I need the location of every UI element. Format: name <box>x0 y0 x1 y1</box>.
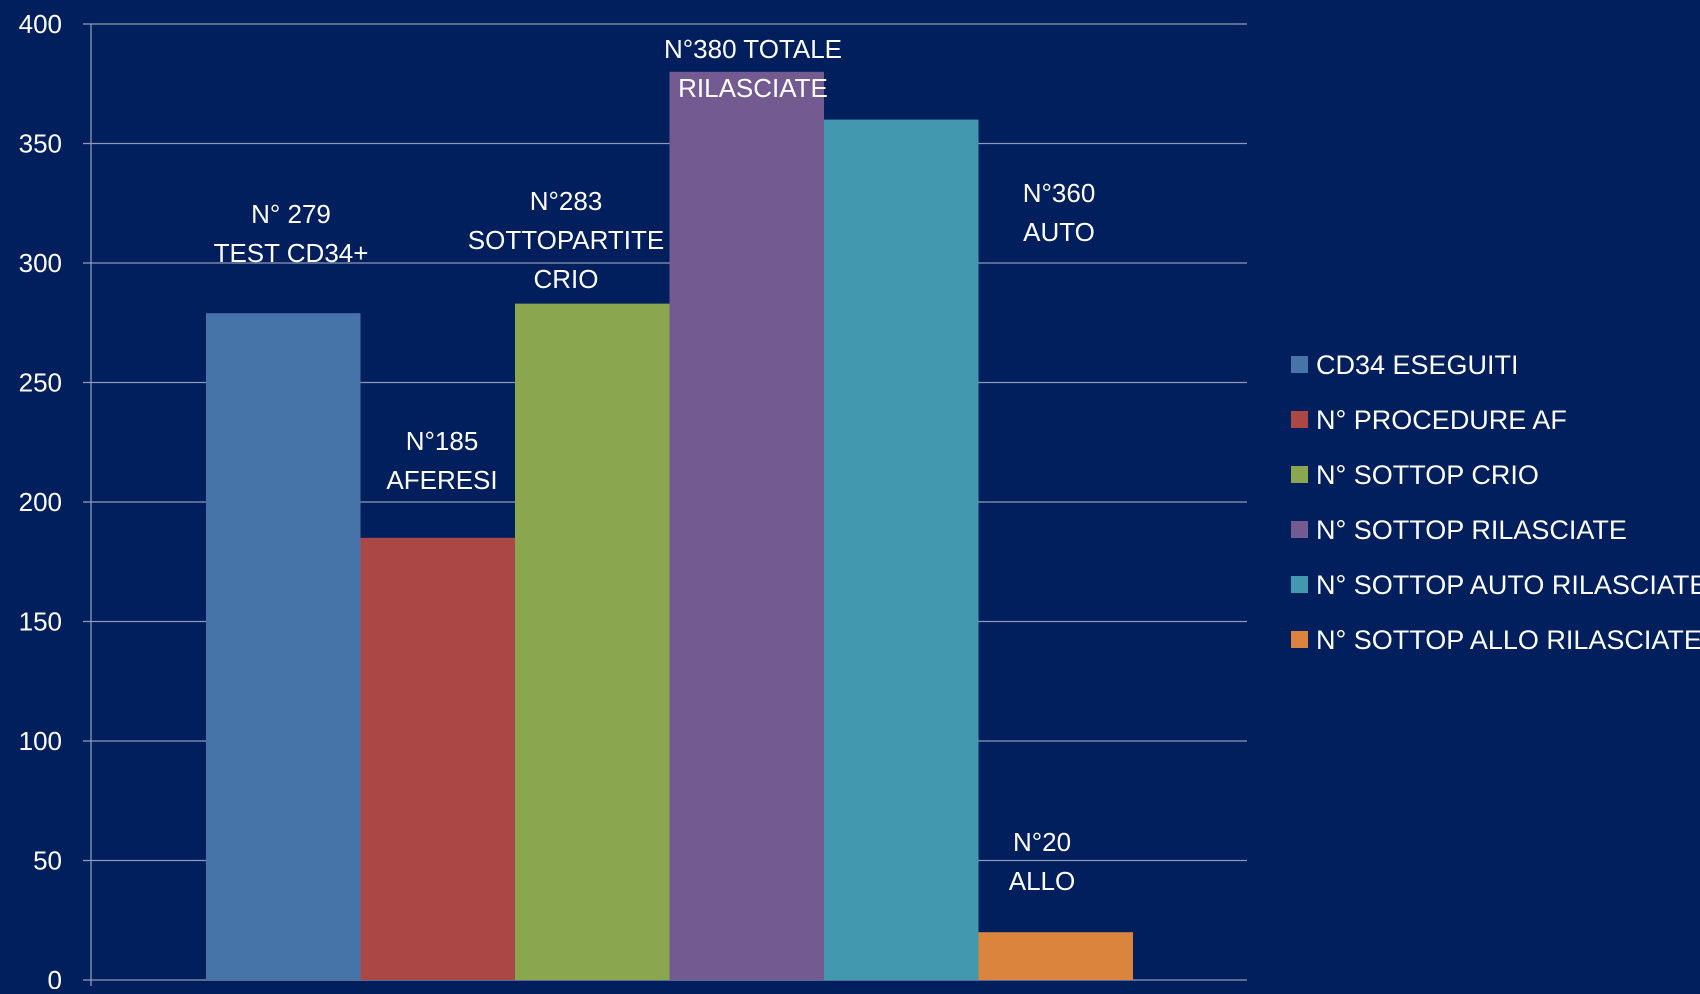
axes: 0 50 100 150 200 250 300 350 400 <box>19 9 92 994</box>
bar-3 <box>515 303 670 980</box>
y-tick-label: 150 <box>19 607 62 637</box>
data-label: RILASCIATE <box>678 73 828 103</box>
data-label: N° 279 <box>251 199 331 229</box>
y-tick-label: 50 <box>33 846 62 876</box>
bar-1 <box>206 313 361 980</box>
data-label: N°20 <box>1013 827 1071 857</box>
data-label: N°360 <box>1023 178 1096 208</box>
legend-label: N° SOTTOP RILASCIATE <box>1316 515 1627 545</box>
data-label: N°283 <box>530 186 603 216</box>
bars <box>206 71 1133 981</box>
legend-swatch <box>1291 576 1308 593</box>
legend-label: N° SOTTOP CRIO <box>1316 460 1539 490</box>
legend-swatch <box>1291 521 1308 538</box>
y-tick-label: 300 <box>19 248 62 278</box>
y-tick-label: 350 <box>19 129 62 159</box>
y-tick-label: 100 <box>19 726 62 756</box>
legend: CD34 ESEGUITI N° PROCEDURE AF N° SOTTOP CR… <box>1291 350 1700 655</box>
data-label: AFERESI <box>386 465 497 495</box>
y-tick-label: 250 <box>19 368 62 398</box>
bar-5 <box>824 119 979 981</box>
legend-label: N° PROCEDURE AF <box>1316 405 1567 435</box>
data-label: CRIO <box>534 264 599 294</box>
bar-4 <box>669 71 824 981</box>
legend-label: N° SOTTOP ALLO RILASCIATE <box>1316 625 1700 655</box>
legend-swatch <box>1291 356 1308 373</box>
data-label: SOTTOPARTITE <box>468 225 664 255</box>
y-tick-label: 0 <box>48 965 62 989</box>
data-labels: N° 279 TEST CD34+ N°185 AFERESI N°283 SOTTOPA… <box>214 34 1096 896</box>
data-label: N°380 TOTALE <box>664 34 842 64</box>
y-tick-label: 400 <box>19 9 62 39</box>
data-label: N°185 <box>406 426 479 456</box>
data-label: ALLO <box>1009 866 1076 896</box>
data-label: AUTO <box>1023 217 1095 247</box>
legend-label: CD34 ESEGUITI <box>1316 350 1519 380</box>
data-label: TEST CD34+ <box>214 238 369 268</box>
legend-swatch <box>1291 411 1308 428</box>
bar-2 <box>360 537 515 980</box>
y-tick-label: 200 <box>19 487 62 517</box>
legend-swatch <box>1291 466 1308 483</box>
bar-6 <box>978 932 1133 980</box>
legend-label: N° SOTTOP AUTO RILASCIATE <box>1316 570 1700 600</box>
legend-swatch <box>1291 631 1308 648</box>
